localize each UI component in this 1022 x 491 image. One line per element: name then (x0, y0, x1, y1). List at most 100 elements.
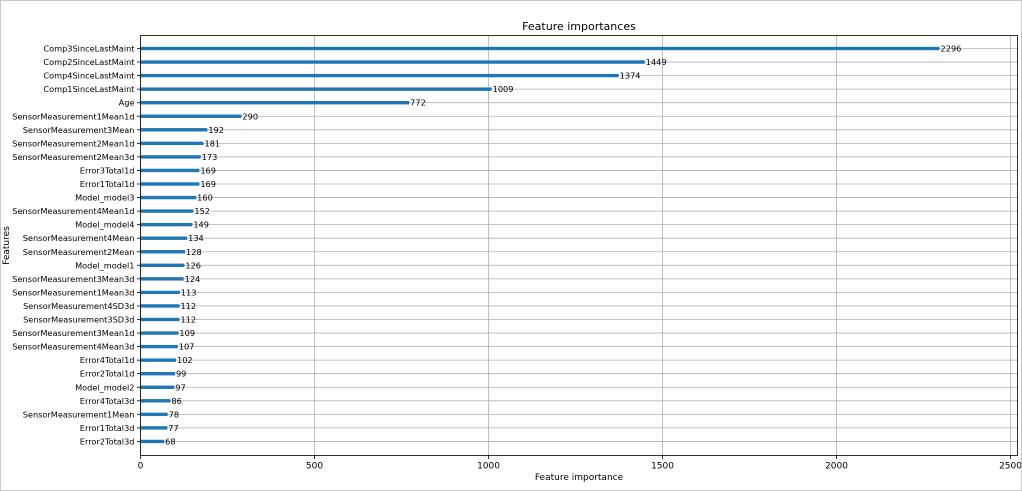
y-tick-label: SensorMeasurement2Mean1d (12, 138, 134, 148)
bar-SensorMeasurement3Mean3d (140, 277, 184, 281)
bar-value-label: 77 (168, 423, 178, 433)
bar-value-label: 1449 (646, 57, 667, 67)
y-tick-label: SensorMeasurement3SD3d (23, 315, 134, 325)
y-tick-label: Model_model1 (75, 260, 134, 270)
bar-Comp3SinceLastMaint (140, 46, 940, 51)
bar-value-label: 68 (165, 436, 175, 446)
y-tick-label: Comp1SinceLastMaint (43, 84, 135, 94)
y-tick-label: Comp2SinceLastMaint (43, 57, 135, 67)
y-tick-label: SensorMeasurement4Mean (23, 233, 135, 243)
bar-Comp4SinceLastMaint (140, 73, 619, 78)
y-tick-label: SensorMeasurement3Mean3d (12, 274, 134, 284)
bar-Error2Total1d (140, 372, 175, 376)
x-tick-label: 0 (138, 462, 144, 472)
bar-SensorMeasurement4Mean (140, 236, 188, 240)
y-tick-label: SensorMeasurement4Mean1d (12, 206, 134, 216)
bar-Error4Total3d (140, 399, 171, 403)
bar-value-label: 109 (179, 328, 195, 338)
bar-value-label: 128 (186, 247, 202, 257)
bar-value-label: 126 (185, 260, 201, 270)
y-tick-label: Error4Total3d (80, 396, 135, 406)
bar-value-label: 290 (242, 111, 258, 121)
bar-value-label: 192 (208, 125, 224, 135)
bar-value-label: 149 (193, 220, 209, 230)
y-tick-label: Model_model2 (75, 382, 134, 392)
bar-value-label: 86 (171, 396, 181, 406)
y-tick-label: SensorMeasurement3Mean (23, 125, 135, 135)
y-tick-label: SensorMeasurement2Mean3d (12, 152, 134, 162)
plot-area-frame (140, 35, 1018, 456)
bar-SensorMeasurement4Mean3d (140, 344, 178, 349)
bar-Comp1SinceLastMaint (140, 87, 492, 91)
bar-Error1Total3d (140, 426, 168, 430)
bar-SensorMeasurement4SD3d (140, 304, 180, 308)
bar-SensorMeasurement1Mean (140, 412, 168, 417)
bar-value-label: 181 (204, 138, 220, 148)
bar-value-label: 160 (197, 193, 213, 203)
y-axis-label: Features (2, 226, 12, 265)
bar-SensorMeasurement3Mean1d (140, 331, 179, 335)
bar-Error2Total3d (140, 439, 165, 444)
y-tick-label: Model_model4 (75, 220, 134, 230)
bar-SensorMeasurement3SD3d (140, 317, 180, 322)
bar-SensorMeasurement2Mean1d (140, 141, 204, 146)
bar-SensorMeasurement4Mean1d (140, 209, 194, 213)
bar-value-label: 102 (177, 355, 193, 365)
grid-layer (140, 35, 1018, 456)
bar-value-label: 97 (175, 382, 185, 392)
bar-SensorMeasurement1Mean1d (140, 114, 242, 118)
y-tick-label: Error4Total1d (80, 355, 135, 365)
bar-value-label: 152 (194, 206, 210, 216)
chart-title: Feature importances (522, 20, 636, 33)
bar-Error3Total1d (140, 168, 200, 173)
bar-value-label: 2296 (941, 44, 962, 54)
x-axis-label: Feature importance (535, 473, 624, 483)
bar-value-label: 113 (181, 287, 197, 297)
bar-Comp2SinceLastMaint (140, 60, 645, 64)
x-tick-label: 500 (306, 462, 323, 472)
bar-value-label: 124 (185, 274, 201, 284)
bar-Model_model1 (140, 263, 185, 267)
bar-Age (140, 101, 410, 105)
bar-value-label: 173 (202, 152, 218, 162)
bar-Model_model3 (140, 195, 197, 200)
y-tick-label: Age (119, 98, 135, 108)
bar-value-label: 99 (176, 369, 186, 379)
x-tick-label: 1000 (477, 462, 500, 472)
bar-value-label: 107 (179, 342, 195, 352)
bar-value-label: 169 (200, 179, 216, 189)
y-tick-label: Error2Total3d (80, 436, 135, 446)
y-tick-label: SensorMeasurement1Mean1d (12, 111, 134, 121)
y-tick-label: Error1Total1d (80, 179, 135, 189)
y-tick-label: SensorMeasurement3Mean1d (12, 328, 134, 338)
bar-SensorMeasurement3Mean (140, 128, 208, 132)
bar-Error1Total1d (140, 182, 200, 186)
x-tick-label: 2500 (999, 462, 1021, 472)
y-tick-label: Model_model3 (75, 193, 134, 203)
y-tick-label: SensorMeasurement4Mean3d (12, 342, 134, 352)
bar-value-label: 112 (180, 301, 196, 311)
bar-Error4Total1d (140, 358, 176, 362)
bar-value-label: 112 (180, 315, 196, 325)
bar-Model_model4 (140, 222, 193, 227)
x-tick-label: 2000 (825, 462, 848, 472)
y-tick-label: SensorMeasurement1Mean3d (12, 287, 134, 297)
bar-value-label: 78 (169, 409, 179, 419)
bar-value-label: 1374 (620, 71, 641, 81)
bar-value-label: 1009 (493, 84, 514, 94)
bar-value-label: 772 (410, 98, 426, 108)
y-tick-label: SensorMeasurement2Mean (23, 247, 135, 257)
bar-value-label: 134 (188, 233, 204, 243)
y-tick-label: Comp3SinceLastMaint (43, 44, 135, 54)
bar-SensorMeasurement1Mean3d (140, 290, 180, 295)
bar-SensorMeasurement2Mean (140, 250, 186, 254)
y-tick-label: Error2Total1d (80, 369, 135, 379)
y-tick-label: Error3Total1d (80, 165, 135, 175)
y-tick-label: Error1Total3d (80, 423, 135, 433)
y-tick-label: Comp4SinceLastMaint (43, 71, 135, 81)
bar-SensorMeasurement2Mean3d (140, 155, 201, 159)
y-tick-label: SensorMeasurement1Mean (23, 409, 135, 419)
bar-Model_model2 (140, 385, 175, 389)
